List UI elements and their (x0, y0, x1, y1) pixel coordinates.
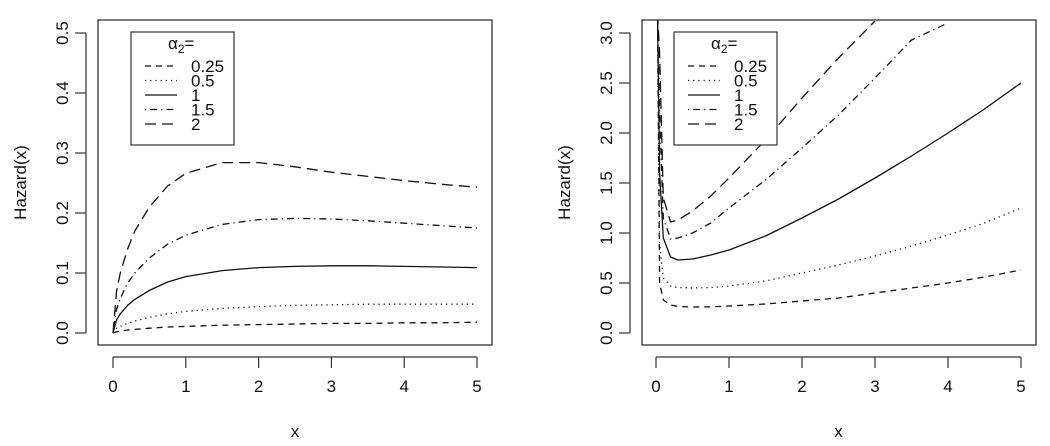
legend: α2=0.250.511.52 (130, 31, 235, 146)
legend-entry-label: 0.5 (191, 72, 215, 91)
x-axis: 0 1 2 3 4 5 x (651, 356, 1026, 441)
chart-panel-1: 0 1 2 3 4 5 x 0.0 0.1 0.2 0.3 0.4 0.5 Hazard(x) α2=0.2… (11, 19, 493, 441)
x-tick-label: 3 (870, 377, 879, 396)
y-tick-label: 1.0 (597, 221, 616, 245)
x-tick-label: 1 (181, 377, 190, 396)
x-tick-label: 0 (108, 377, 117, 396)
x-tick-label: 1 (724, 377, 733, 396)
legend-entry-label: 1 (191, 86, 200, 105)
series-line-1-5 (656, 20, 949, 240)
series-line-0-5 (656, 20, 1022, 289)
series-line-1-5 (112, 217, 478, 334)
x-tick-label: 4 (399, 377, 408, 396)
legend: α2=0.250.511.52 (673, 31, 778, 146)
legend-entry-label: 1.5 (191, 101, 215, 120)
y-tick-label: 0.5 (597, 271, 616, 295)
x-axis: 0 1 2 3 4 5 x (108, 356, 482, 441)
y-tick-label: 1.5 (597, 171, 616, 195)
x-tick-label: 2 (254, 377, 263, 396)
x-tick-label: 5 (472, 377, 481, 396)
x-tick-label: 2 (797, 377, 806, 396)
legend-entry-label: 1 (734, 86, 743, 105)
series-line-0-25 (656, 20, 1022, 308)
y-tick-label: 2.5 (597, 71, 616, 95)
series-line-0-25 (112, 321, 478, 334)
series-line-1 (112, 265, 478, 334)
y-tick-label: 3.0 (597, 21, 616, 45)
plot-frame (641, 19, 1037, 346)
legend-entry-label: 2 (734, 115, 743, 134)
legend-entry-label: 0.25 (734, 57, 767, 76)
legend-entry-label: 0.25 (191, 57, 224, 76)
x-tick-label: 0 (651, 377, 660, 396)
x-axis-title: x (834, 422, 843, 441)
series-line-2 (657, 20, 876, 223)
y-tick-label: 0.0 (597, 321, 616, 345)
legend-title: α2= (711, 34, 738, 56)
series-line-1 (656, 20, 1022, 261)
y-axis-title: Hazard(x) (555, 145, 574, 220)
y-tick-label: 0.0 (53, 321, 72, 345)
y-tick-label: 0.5 (53, 21, 72, 45)
legend-entry-label: 0.5 (734, 72, 758, 91)
x-tick-label: 4 (943, 377, 952, 396)
series-line-2 (112, 161, 478, 334)
series-group (112, 161, 478, 334)
y-axis: 0.0 0.1 0.2 0.3 0.4 0.5 Hazard(x) (11, 21, 87, 345)
legend-entry-label: 2 (191, 115, 200, 134)
x-axis-title: x (291, 422, 300, 441)
series-line-0-5 (112, 303, 477, 334)
legend-title: α2= (168, 34, 195, 56)
legend-entry-label: 1.5 (734, 101, 758, 120)
y-tick-label: 0.2 (53, 201, 72, 225)
chart-panel-2: 0 1 2 3 4 5 x 0.0 0.5 1.0 1.5 2.0 2.5 3.0 Hazard(x) α2=… (555, 19, 1037, 441)
series-group (656, 20, 1022, 308)
x-tick-label: 3 (327, 377, 336, 396)
y-axis-title: Hazard(x) (11, 145, 30, 220)
y-tick-label: 2.0 (597, 121, 616, 145)
y-tick-label: 0.4 (53, 81, 72, 105)
plot-frame (97, 19, 493, 346)
y-axis: 0.0 0.5 1.0 1.5 2.0 2.5 3.0 Hazard(x) (555, 21, 631, 345)
x-tick-label: 5 (1016, 377, 1025, 396)
y-tick-label: 0.3 (53, 141, 72, 165)
y-tick-label: 0.1 (53, 261, 72, 285)
